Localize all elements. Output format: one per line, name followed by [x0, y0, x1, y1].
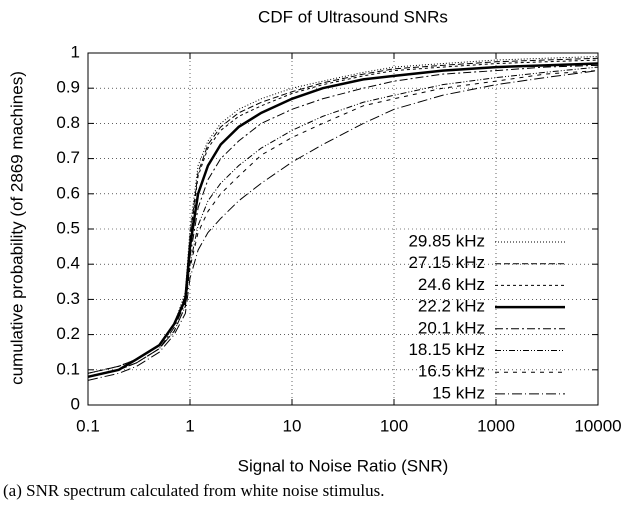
y-tick-label: 1	[71, 42, 80, 61]
x-axis-label: Signal to Noise Ratio (SNR)	[238, 456, 449, 475]
y-tick-label: 0.4	[56, 254, 80, 273]
x-tick-label: 1	[185, 416, 194, 435]
series-line	[87, 66, 599, 378]
x-tick-label: 0.1	[76, 416, 100, 435]
series-line	[87, 59, 599, 374]
legend-label: 29.85 kHz	[408, 231, 485, 250]
series-line	[87, 70, 599, 378]
y-axis-label: cumulative probability (of 2869 machines…	[7, 71, 26, 385]
y-tick-label: 0.5	[56, 218, 80, 237]
legend-label: 15 kHz	[432, 383, 485, 402]
plot-frame	[87, 52, 599, 406]
y-tick-label: 0.8	[56, 113, 80, 132]
series-line	[87, 62, 599, 379]
y-tick-label: 0.3	[56, 289, 80, 308]
series-line	[87, 70, 599, 381]
legend-label: 20.1 kHz	[418, 318, 485, 337]
y-tick-label: 0	[71, 394, 80, 413]
legend-label: 16.5 kHz	[418, 362, 485, 381]
y-tick-label: 0.2	[56, 324, 80, 343]
legend-label: 27.15 kHz	[408, 253, 485, 272]
y-tick-label: 0.1	[56, 359, 80, 378]
y-tick-label: 0.7	[56, 148, 80, 167]
series-line	[87, 56, 599, 374]
legend-label: 22.2 kHz	[418, 297, 485, 316]
x-tick-label: 1000	[477, 416, 515, 435]
caption: (a) SNR spectrum calculated from white n…	[3, 481, 384, 500]
y-tick-label: 0.6	[56, 183, 80, 202]
chart-title: CDF of Ultrasound SNRs	[258, 7, 448, 26]
x-tick-label: 10	[283, 416, 302, 435]
legend-label: 18.15 kHz	[408, 340, 485, 359]
y-tick-label: 0.9	[56, 78, 80, 97]
series-line	[87, 64, 599, 378]
legend-label: 24.6 kHz	[418, 275, 485, 294]
series-line	[87, 57, 599, 374]
x-tick-label: 10000	[574, 416, 621, 435]
x-tick-label: 100	[380, 416, 408, 435]
